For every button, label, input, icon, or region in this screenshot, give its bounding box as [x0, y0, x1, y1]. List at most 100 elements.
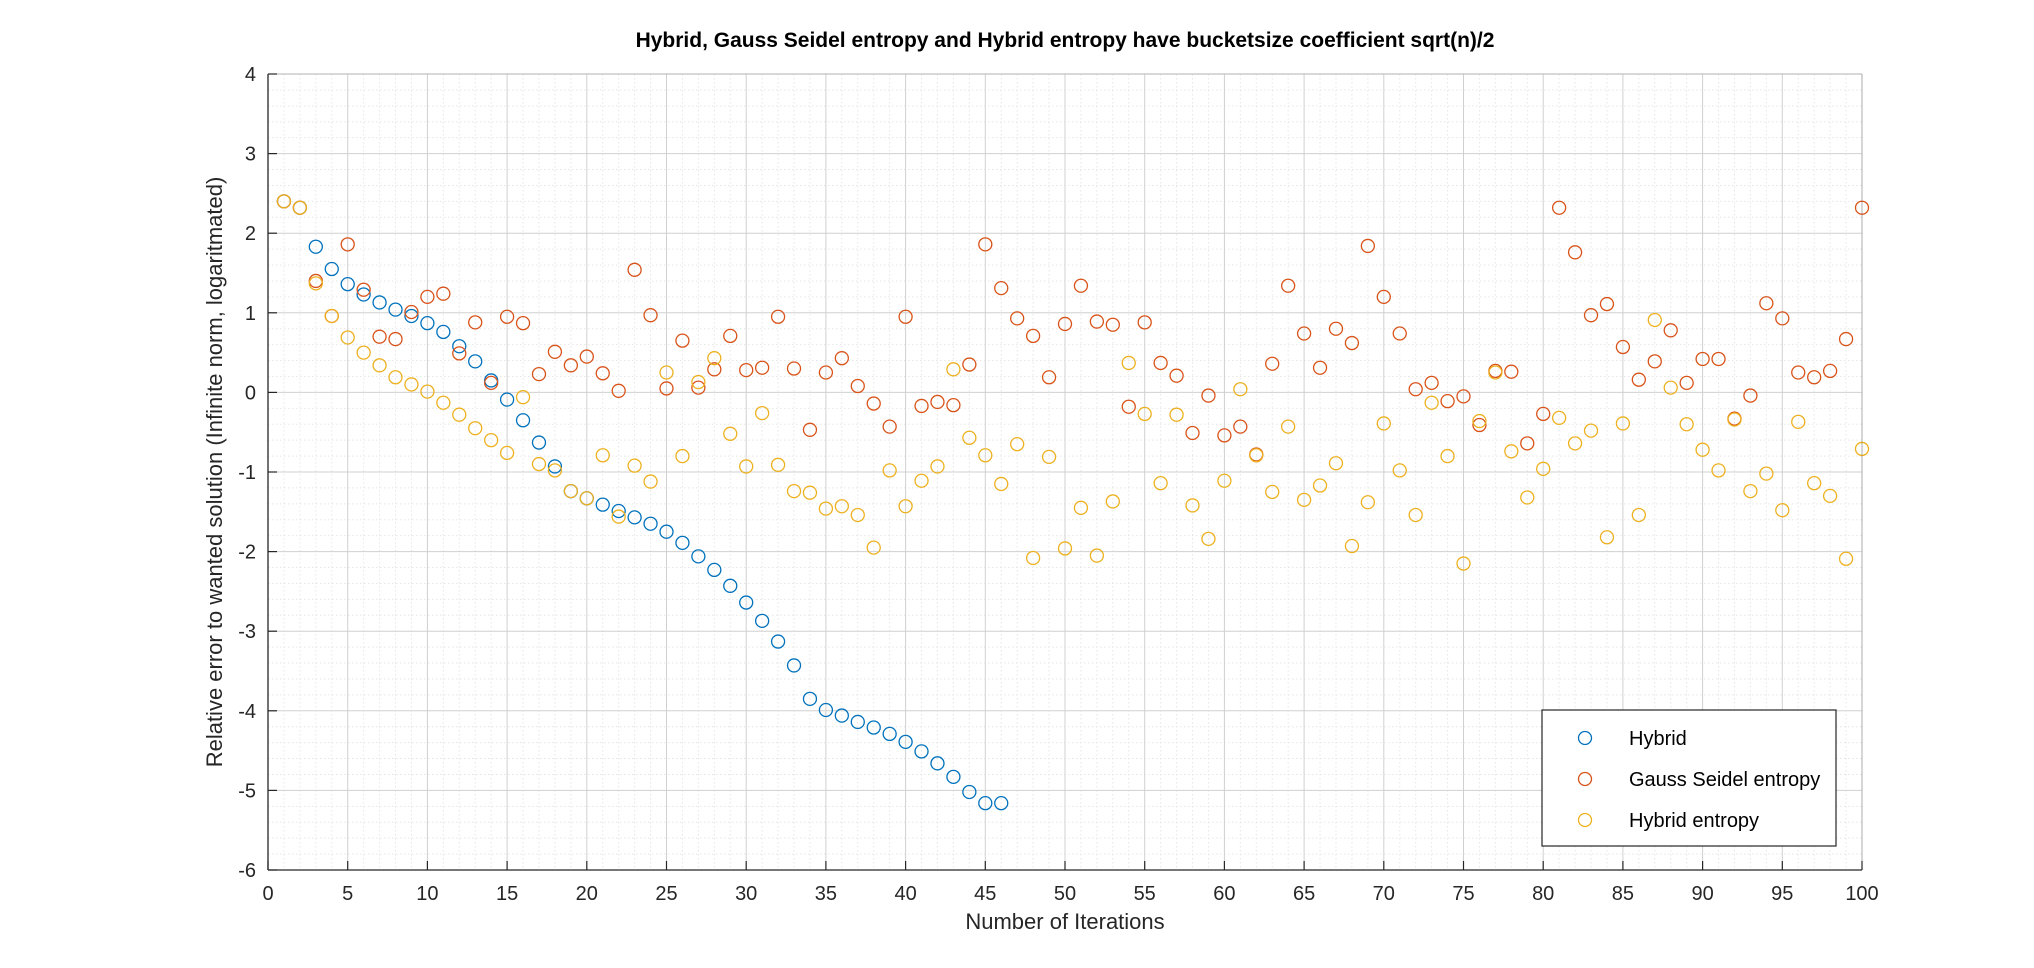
data-point — [1424, 395, 1439, 410]
data-point — [1010, 311, 1025, 326]
data-point — [1759, 466, 1774, 481]
data-point — [675, 448, 690, 464]
x-tick-label: 65 — [1293, 883, 1315, 905]
data-point — [452, 407, 467, 422]
data-point — [1838, 551, 1854, 566]
data-point — [1599, 296, 1615, 312]
data-point — [643, 308, 658, 323]
data-point — [834, 499, 849, 514]
data-point — [1472, 417, 1487, 433]
data-point — [930, 459, 945, 474]
data-point — [1073, 278, 1089, 293]
x-tick-label: 25 — [655, 883, 677, 905]
data-point — [1392, 463, 1407, 478]
data-point — [962, 430, 977, 445]
data-point — [675, 333, 690, 348]
data-point — [308, 239, 323, 254]
data-point — [1025, 550, 1041, 566]
x-tick-label: 55 — [1134, 883, 1156, 905]
data-point — [1328, 321, 1344, 336]
data-point — [1153, 355, 1168, 371]
y-tick-label: 0 — [245, 382, 256, 404]
x-tick-label: 15 — [496, 883, 518, 905]
data-point — [1089, 314, 1105, 329]
y-tick-label: -1 — [238, 462, 256, 484]
data-point — [372, 329, 387, 344]
data-point — [420, 384, 435, 399]
data-point — [1440, 394, 1455, 409]
data-point — [484, 433, 499, 448]
data-point — [659, 365, 674, 380]
data-point — [356, 282, 371, 297]
data-point — [930, 394, 945, 410]
data-point — [1615, 339, 1631, 355]
data-point — [1185, 425, 1200, 441]
data-point — [850, 714, 865, 730]
data-point — [850, 378, 865, 394]
data-point — [1169, 407, 1184, 422]
data-point — [898, 499, 913, 514]
data-point — [1089, 548, 1105, 563]
x-tick-label: 95 — [1771, 883, 1793, 905]
data-point — [340, 330, 355, 345]
data-point — [531, 456, 547, 472]
data-point — [1567, 245, 1583, 260]
data-point — [1456, 389, 1471, 404]
data-point — [515, 413, 531, 428]
data-point — [1520, 490, 1535, 505]
data-point — [1105, 494, 1120, 509]
data-point — [1249, 448, 1264, 463]
x-tick-label: 60 — [1213, 883, 1235, 905]
data-point — [324, 308, 339, 324]
data-point — [452, 346, 467, 361]
data-point — [898, 309, 913, 324]
data-point — [834, 351, 849, 366]
data-point — [723, 426, 738, 441]
data-point — [1807, 475, 1822, 491]
data-point — [499, 445, 515, 461]
data-point — [914, 744, 929, 759]
data-point — [308, 276, 323, 291]
data-point — [866, 396, 881, 411]
data-point — [802, 691, 818, 707]
data-point — [1121, 355, 1136, 371]
data-point — [691, 549, 706, 564]
legend-marker — [1577, 730, 1593, 746]
data-point — [675, 535, 690, 550]
data-point — [340, 237, 355, 252]
data-point — [1265, 356, 1280, 371]
data-point — [866, 720, 881, 735]
data-point — [324, 261, 339, 277]
data-point — [1121, 399, 1136, 414]
data-point — [770, 457, 786, 472]
data-point — [1520, 436, 1535, 451]
data-point — [499, 392, 515, 407]
data-point — [898, 734, 913, 749]
data-point — [739, 595, 754, 610]
data-point — [1201, 531, 1216, 547]
x-tick-label: 0 — [262, 883, 273, 905]
data-point — [547, 344, 563, 359]
data-point — [627, 510, 642, 525]
data-point — [1137, 406, 1152, 422]
data-point — [994, 476, 1009, 492]
data-point — [1281, 278, 1296, 293]
data-point — [1743, 483, 1758, 499]
data-point — [531, 435, 547, 450]
data-point — [1647, 312, 1662, 328]
tick-labels: 0 5 10 15 20 25 30 35 40 45 50 55 60 65 70 75 80 85 90 95 10… — [238, 64, 1878, 905]
data-point — [276, 194, 292, 209]
data-point — [707, 562, 722, 578]
data-point — [579, 349, 594, 364]
data-point — [372, 358, 387, 373]
data-point — [515, 390, 531, 405]
data-point — [1041, 449, 1057, 465]
data-point — [1201, 388, 1216, 403]
data-point — [1854, 441, 1870, 457]
data-point — [563, 483, 579, 499]
data-point — [707, 351, 722, 366]
data-point — [1488, 365, 1503, 380]
data-point — [1424, 375, 1439, 390]
data-point — [1663, 380, 1678, 395]
